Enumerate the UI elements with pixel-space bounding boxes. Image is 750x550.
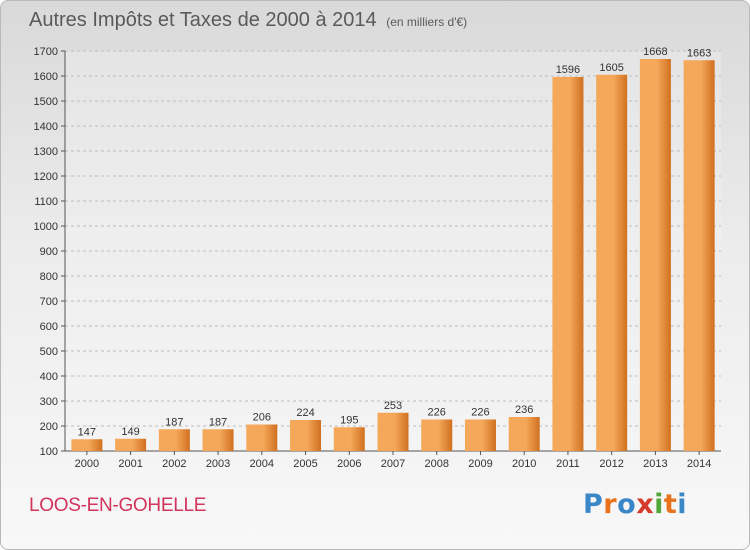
bar-2002: [158, 429, 190, 451]
bar-2000: [71, 439, 103, 451]
data-label: 1605: [599, 62, 623, 74]
data-label: 253: [384, 400, 402, 412]
data-label: 226: [428, 407, 446, 419]
x-tick-label: 2004: [250, 458, 274, 470]
x-tick-label: 2010: [512, 458, 536, 470]
data-label: 187: [209, 416, 227, 428]
data-label: 226: [471, 407, 489, 419]
bar-2003: [202, 429, 234, 451]
x-tick-label: 2009: [468, 458, 492, 470]
data-label: 1668: [643, 46, 667, 58]
y-tick-label: 100: [40, 446, 58, 458]
x-tick-label: 2012: [599, 458, 623, 470]
x-tick-label: 2005: [293, 458, 317, 470]
y-tick-label: 200: [40, 421, 58, 433]
data-label: 187: [165, 416, 183, 428]
logo-letter: x: [636, 489, 655, 520]
x-tick-label: 2000: [75, 458, 99, 470]
y-tick-label: 700: [40, 296, 58, 308]
x-tick-label: 2002: [162, 458, 186, 470]
bar-2009: [464, 419, 496, 451]
bar-2013: [639, 59, 671, 451]
x-tick-label: 2013: [643, 458, 667, 470]
bar-2006: [333, 427, 365, 451]
y-tick-label: 500: [40, 346, 58, 358]
chart-title-text: Autres Impôts et Taxes de 2000 à 2014: [29, 9, 377, 31]
data-label: 236: [515, 404, 533, 416]
data-label: 147: [78, 426, 96, 438]
data-label: 224: [296, 407, 314, 419]
x-tick-label: 2001: [118, 458, 142, 470]
y-tick-label: 800: [40, 271, 58, 283]
y-tick-label: 1500: [34, 96, 58, 108]
logo-letter: o: [617, 489, 637, 520]
bar-2012: [596, 74, 628, 451]
bar-2001: [115, 438, 147, 451]
y-tick-label: 1200: [34, 171, 58, 183]
bar-2011: [552, 77, 584, 451]
bar-2010: [508, 417, 540, 451]
data-label: 1596: [556, 64, 580, 76]
x-tick-label: 2011: [556, 458, 580, 470]
data-label: 149: [121, 426, 139, 438]
x-tick-label: 2007: [381, 458, 405, 470]
x-tick-label: 2014: [687, 458, 711, 470]
logo-letter: i: [654, 489, 664, 520]
bar-2005: [290, 420, 322, 451]
x-tick-label: 2003: [206, 458, 230, 470]
y-tick-label: 900: [40, 246, 58, 258]
y-tick-label: 300: [40, 396, 58, 408]
bar-2008: [421, 419, 453, 451]
y-tick-label: 1700: [34, 46, 58, 58]
y-tick-label: 1300: [34, 146, 58, 158]
y-tick-label: 600: [40, 321, 58, 333]
chart-unit: (en milliers d'€): [386, 15, 468, 29]
chart-title: Autres Impôts et Taxes de 2000 à 2014 (e…: [29, 9, 467, 32]
data-label: 1663: [687, 47, 711, 59]
y-tick-label: 1100: [34, 196, 58, 208]
bar-2007: [377, 412, 409, 451]
bar-2014: [683, 60, 715, 451]
data-label: 195: [340, 414, 358, 426]
logo-letter: P: [583, 489, 604, 520]
city-name: LOOS-EN-GOHELLE: [29, 495, 207, 516]
x-tick-label: 2006: [337, 458, 361, 470]
logo-letter: t: [663, 489, 678, 520]
y-tick-label: 1600: [34, 71, 58, 83]
y-tick-label: 1000: [34, 221, 58, 233]
logo-letter: r: [603, 489, 618, 520]
logo-letter: i: [677, 489, 688, 520]
y-tick-label: 1400: [34, 121, 58, 133]
bar-2004: [246, 424, 278, 451]
x-tick-label: 2008: [424, 458, 448, 470]
proxiti-logo: Proxiti: [583, 489, 687, 520]
data-label: 206: [253, 412, 271, 424]
y-tick-label: 400: [40, 371, 58, 383]
